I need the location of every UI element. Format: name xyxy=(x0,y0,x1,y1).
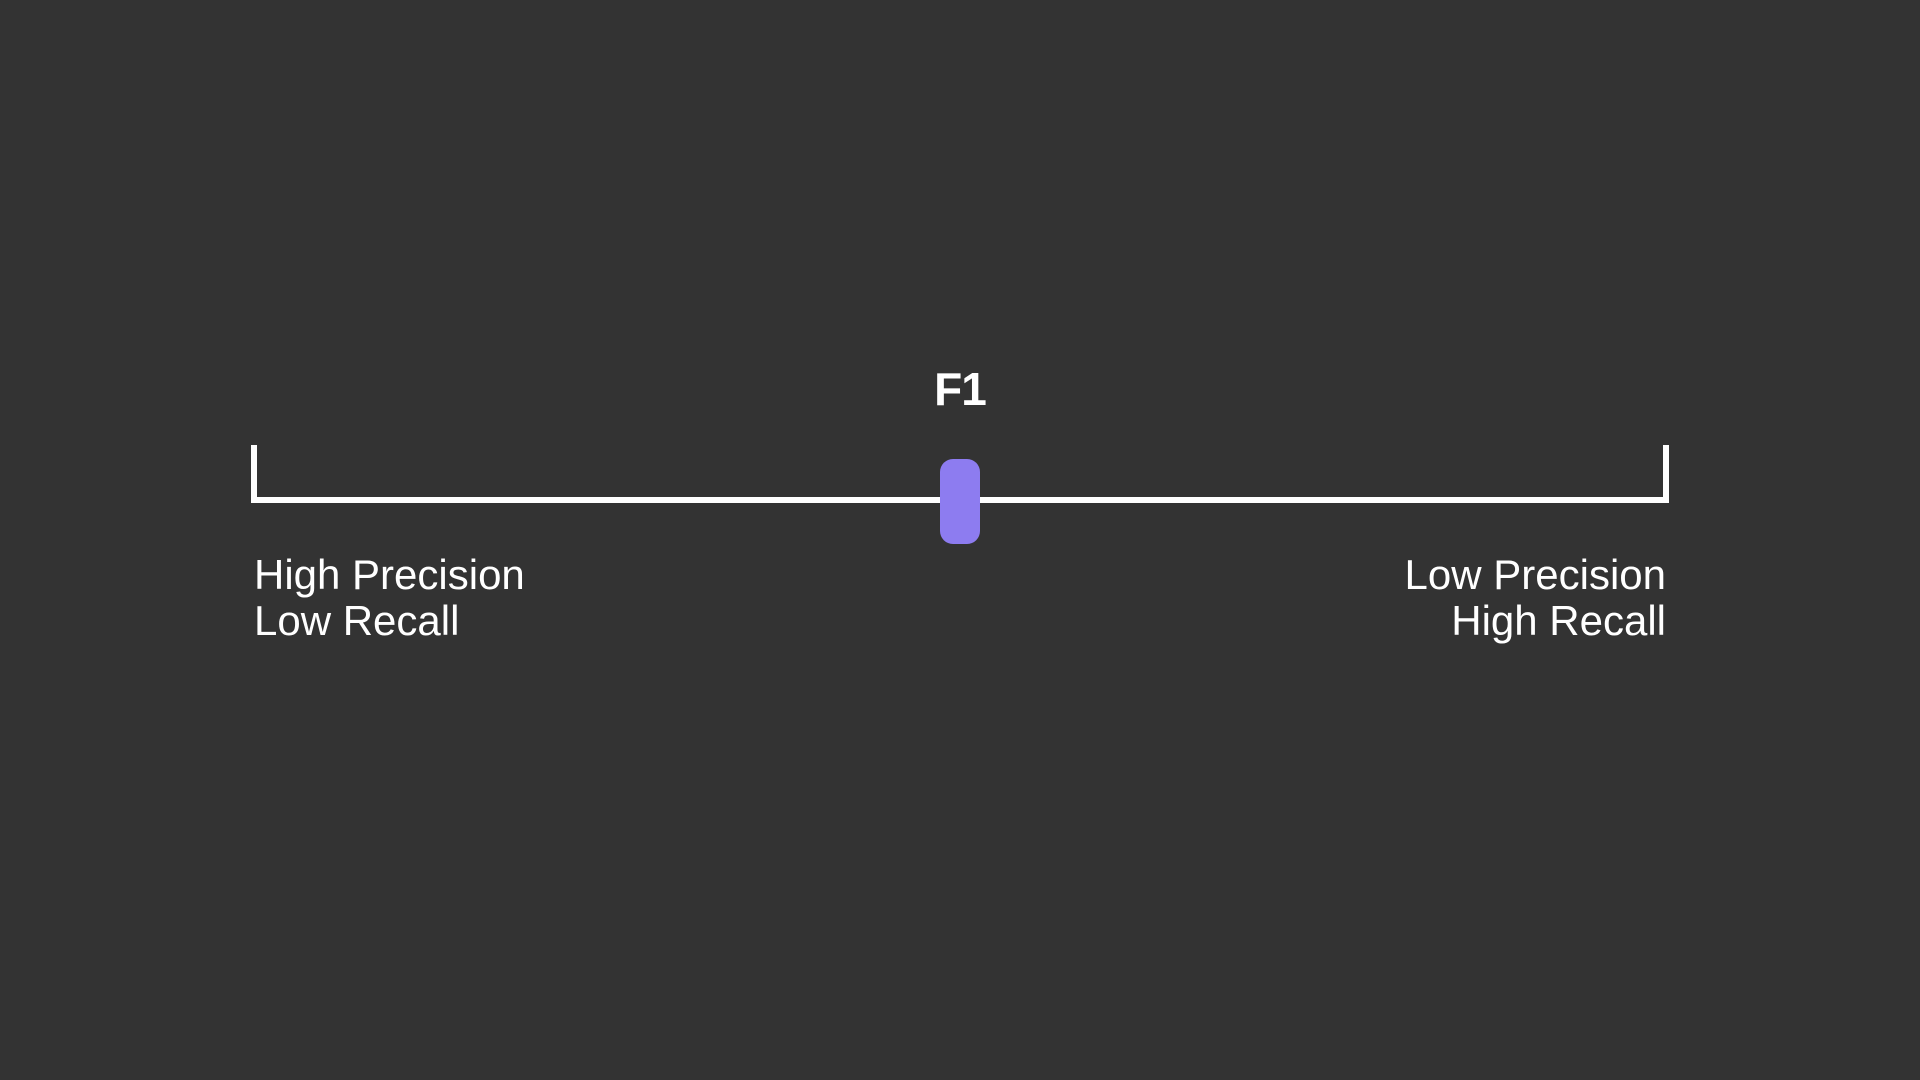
right-end-label-line2: High Recall xyxy=(1451,597,1666,644)
right-end-label: Low Precision High Recall xyxy=(1405,552,1666,644)
f1-slider-handle[interactable] xyxy=(940,459,980,544)
scale-right-end-tick xyxy=(1663,445,1669,503)
right-end-label-line1: Low Precision xyxy=(1404,551,1666,598)
f1-marker-label: F1 xyxy=(934,363,987,415)
scale-left-end-tick xyxy=(251,445,257,503)
left-end-label-line1: High Precision xyxy=(254,551,525,598)
left-end-label-line2: Low Recall xyxy=(254,597,460,644)
left-end-label: High Precision Low Recall xyxy=(254,552,525,644)
